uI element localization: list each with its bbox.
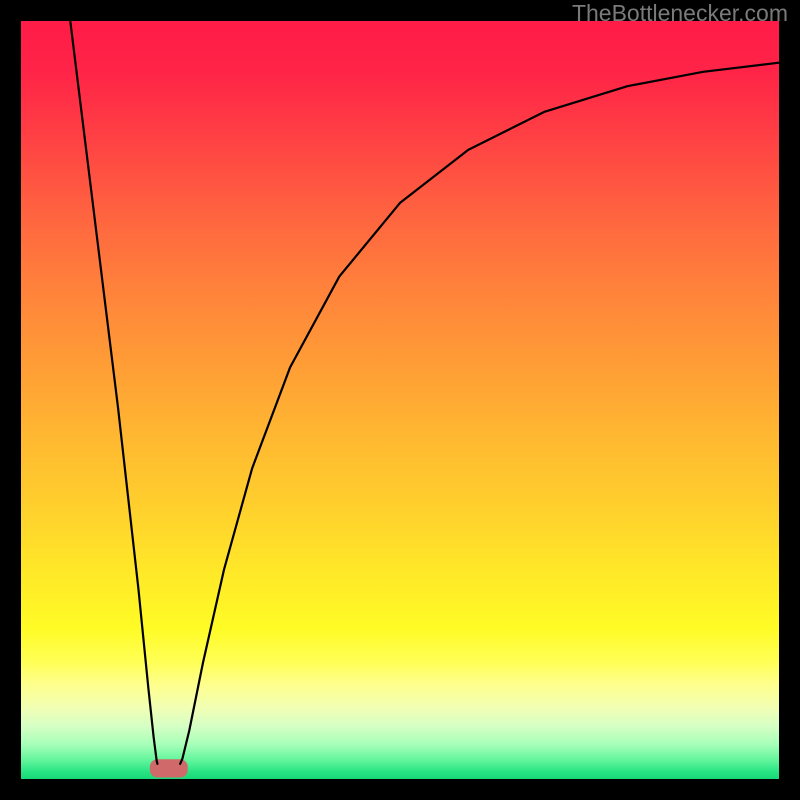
curves-layer [21,21,779,779]
plot-area [21,21,779,779]
curve-right-limb [180,63,779,764]
watermark-text: TheBottlenecker.com [572,0,788,27]
chart-frame: TheBottlenecker.com [0,0,800,800]
curve-left-limb [70,21,157,764]
